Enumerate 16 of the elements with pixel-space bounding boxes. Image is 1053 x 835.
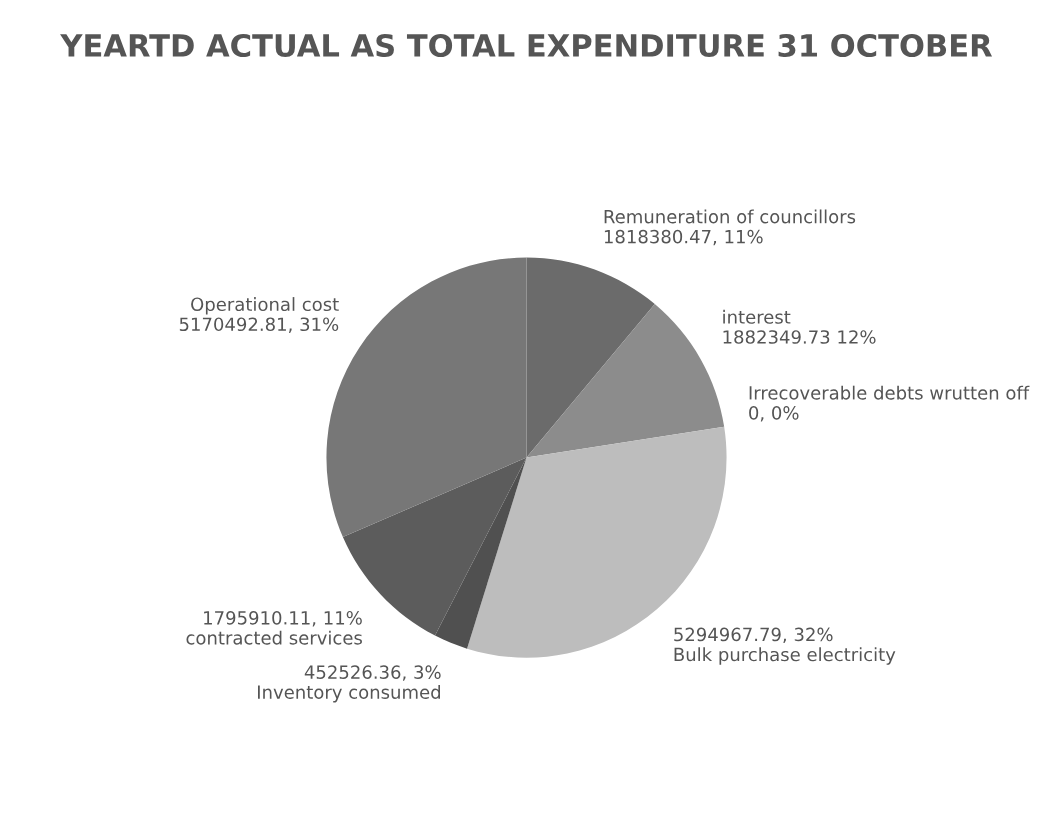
data-label: 1882349.73 12% (723, 330, 876, 344)
slice-label: Bulk purchase electricity (674, 647, 896, 665)
category-label: Irrecoverable debts wrutten off (749, 385, 1030, 400)
slice-label: Operational cost (191, 297, 339, 315)
chart-title: YEARTD ACTUAL AS TOTAL EXPENDITURE 31 OCTOBER (60, 33, 993, 58)
slice-label: Remuneration of councillors (604, 209, 856, 224)
pie-slice (526, 304, 725, 458)
data-label: 5294967.79, 32% (674, 627, 833, 644)
data-label: 1795910.11, 11% (204, 611, 362, 627)
text: 0, 0% (749, 406, 799, 422)
data-label: 452526.36, 3% (304, 665, 441, 681)
data-label: 5170492.81, 31% (179, 317, 339, 333)
slice-label: Inventory consumed (258, 684, 440, 703)
slice-label: contracted services (186, 630, 362, 645)
slice-label: interest (723, 309, 791, 324)
data-label: 1818380.47, 11% (604, 229, 763, 246)
